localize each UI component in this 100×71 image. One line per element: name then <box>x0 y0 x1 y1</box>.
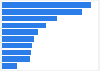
Bar <box>2 43 32 48</box>
Bar <box>2 23 46 28</box>
Bar <box>2 63 17 69</box>
Bar <box>2 56 30 62</box>
Bar <box>2 36 34 42</box>
Bar <box>2 2 91 8</box>
Bar <box>2 16 57 21</box>
Bar <box>2 50 31 55</box>
Bar <box>2 29 38 35</box>
Bar <box>2 9 82 15</box>
